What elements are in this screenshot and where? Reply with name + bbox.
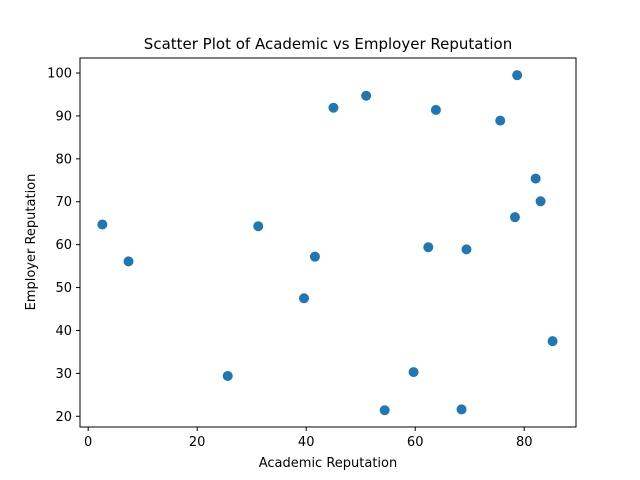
y-axis-label: Employer Reputation <box>24 174 39 311</box>
data-point <box>97 219 108 230</box>
data-point <box>123 256 134 267</box>
chart-title: Scatter Plot of Academic vs Employer Rep… <box>144 35 512 53</box>
data-point <box>430 104 441 115</box>
data-point <box>495 115 506 126</box>
y-tick-label: 80 <box>55 152 72 167</box>
data-point <box>461 244 472 255</box>
y-tick-label: 60 <box>55 238 72 253</box>
x-tick-label: 60 <box>407 435 424 450</box>
x-tick-label: 80 <box>516 435 533 450</box>
data-point <box>253 221 264 232</box>
x-tick-label: 0 <box>84 435 92 450</box>
data-point <box>309 251 320 262</box>
data-point <box>456 404 467 415</box>
data-point <box>547 336 558 347</box>
data-points <box>97 70 558 416</box>
data-point <box>222 370 233 381</box>
data-point <box>509 212 520 223</box>
y-tick-label: 90 <box>55 109 72 124</box>
y-tick-label: 50 <box>55 281 72 296</box>
data-point <box>379 405 390 416</box>
data-point <box>408 367 419 378</box>
x-tick-label: 20 <box>189 435 206 450</box>
y-tick-label: 30 <box>55 367 72 382</box>
y-tick-label: 40 <box>55 324 72 339</box>
data-point <box>535 196 546 207</box>
axis-ticks: 0 20 40 60 80 20 30 40 50 60 70 80 90 100 <box>47 67 532 450</box>
data-point <box>530 173 541 184</box>
plot-frame <box>79 57 577 428</box>
data-point <box>299 293 310 304</box>
x-axis-label: Academic Reputation <box>259 456 398 471</box>
data-point <box>512 70 523 81</box>
y-tick-label: 100 <box>47 67 72 82</box>
data-point <box>423 242 434 253</box>
y-tick-label: 70 <box>55 195 72 210</box>
data-point <box>361 90 372 101</box>
x-tick-label: 40 <box>298 435 315 450</box>
y-tick-label: 20 <box>55 410 72 425</box>
data-point <box>328 102 339 113</box>
